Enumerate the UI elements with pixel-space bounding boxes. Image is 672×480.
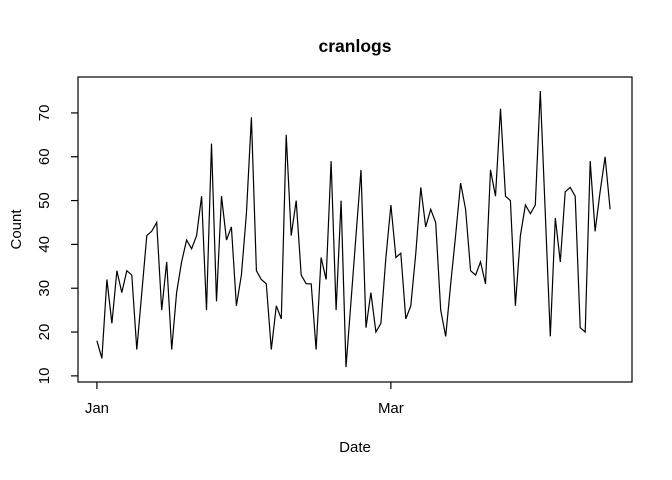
y-tick-label: 50 xyxy=(36,192,53,209)
y-tick-label: 30 xyxy=(36,280,53,297)
y-tick-label: 60 xyxy=(36,148,53,165)
y-tick-label: 20 xyxy=(36,324,53,341)
y-tick-label: 40 xyxy=(36,236,53,253)
x-axis-label: Date xyxy=(339,439,371,456)
series-line xyxy=(96,90,611,368)
y-axis-label: Count xyxy=(8,209,25,250)
x-tick-label: Mar xyxy=(378,400,404,417)
plot-box xyxy=(77,76,633,383)
x-tick-label: Jan xyxy=(85,400,109,417)
x-axis: Jan Mar xyxy=(85,382,404,417)
chart-title: cranlogs xyxy=(319,36,392,56)
y-tick-label: 10 xyxy=(36,368,53,385)
y-axis: 10 20 30 40 50 60 70 xyxy=(36,105,78,385)
y-tick-label: 70 xyxy=(36,105,53,122)
